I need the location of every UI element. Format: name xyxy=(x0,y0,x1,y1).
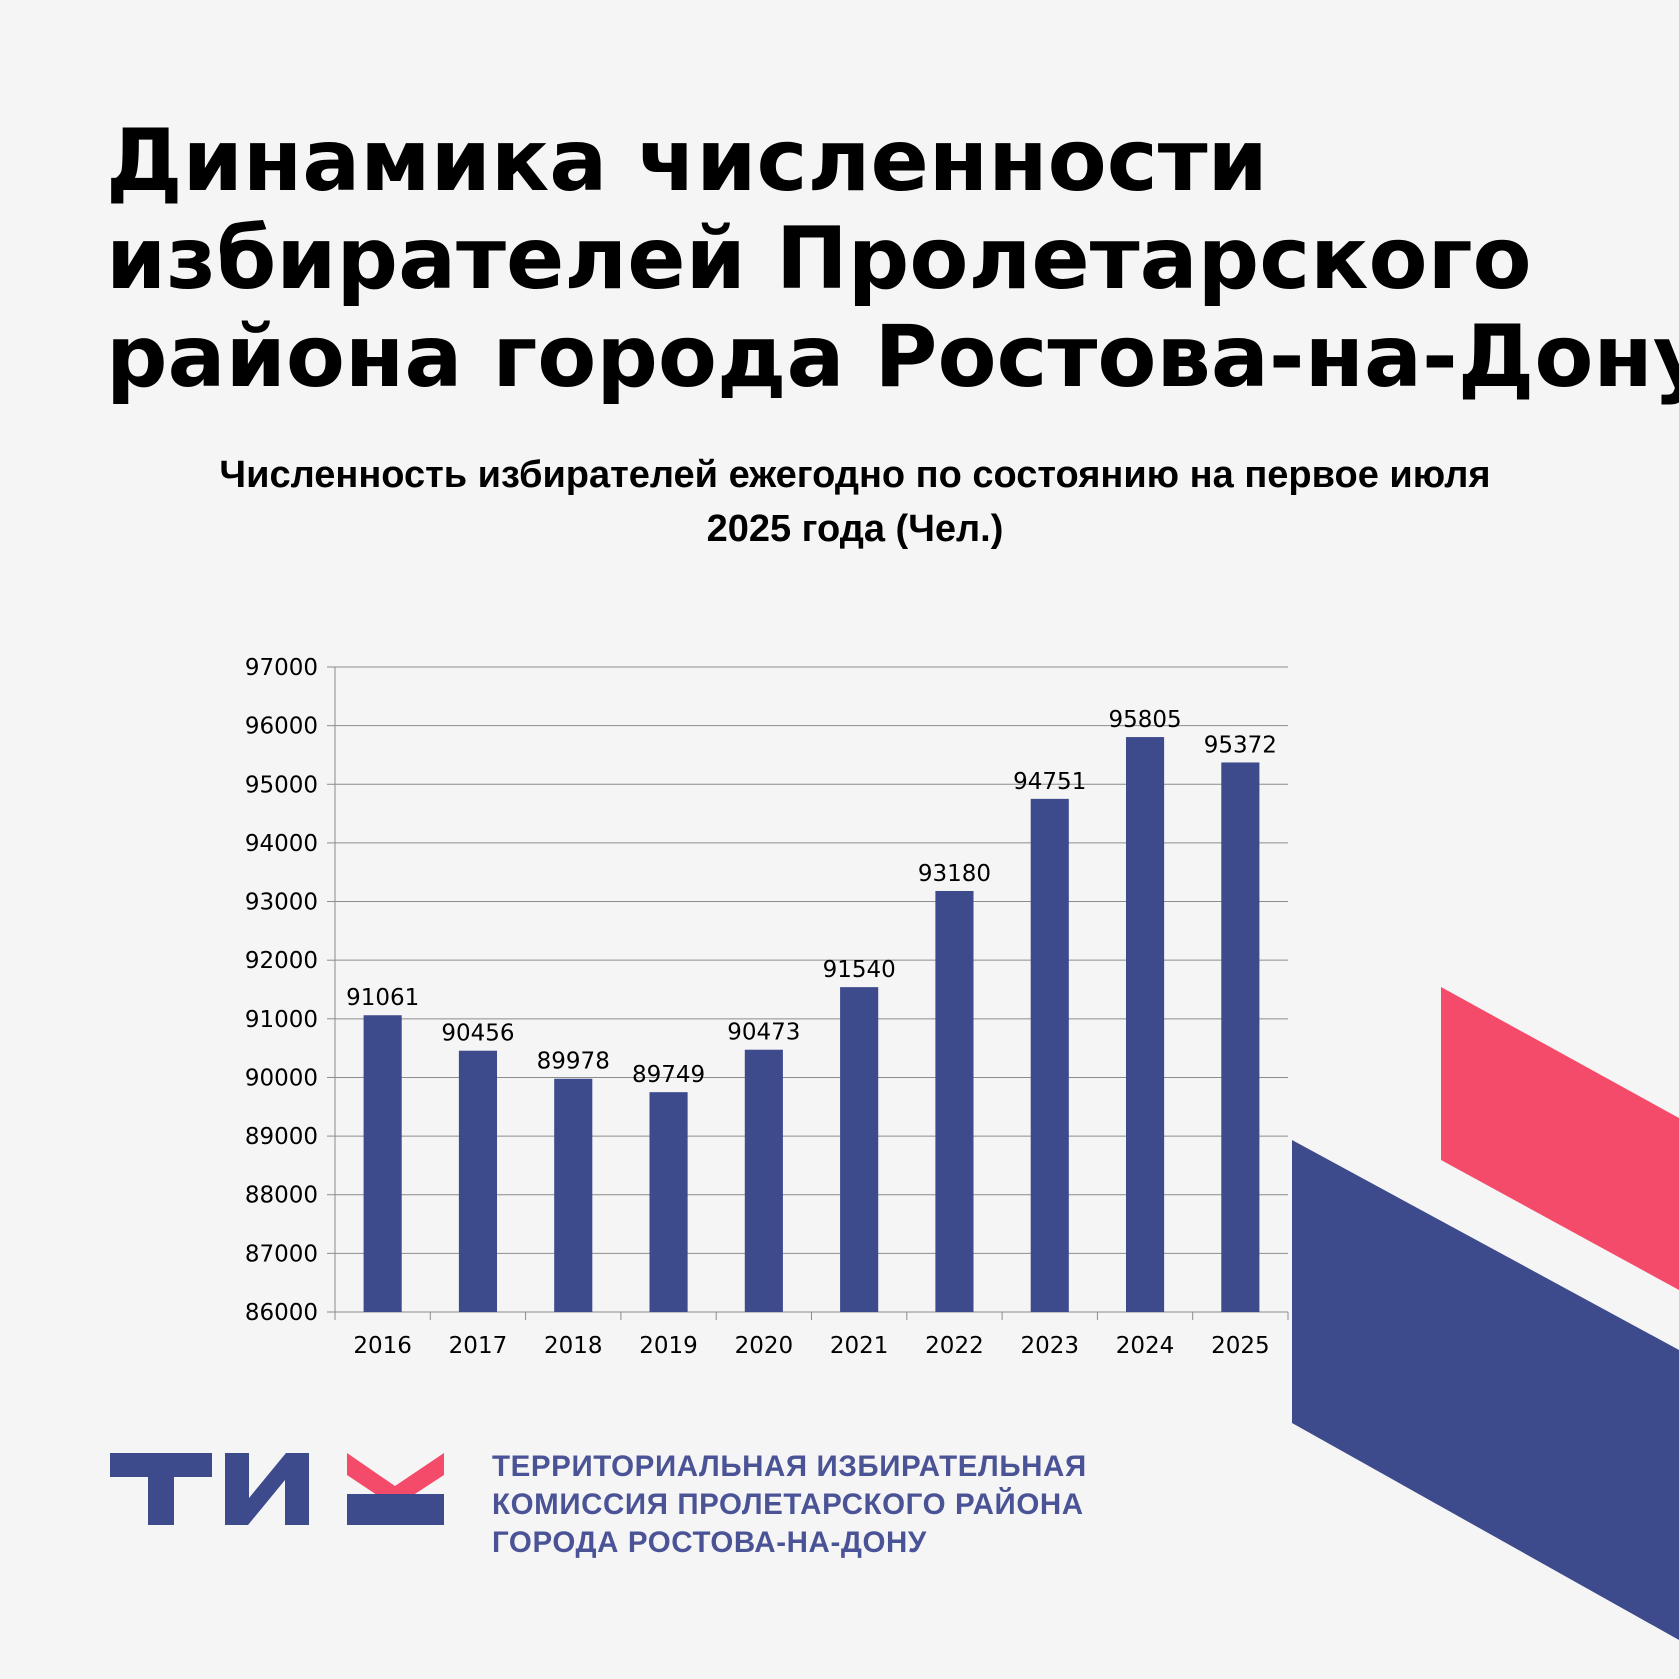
bar xyxy=(935,890,974,1312)
x-tick-label: 2016 xyxy=(353,1333,412,1359)
data-label: 90473 xyxy=(727,1020,800,1046)
bar xyxy=(1221,762,1260,1312)
data-label: 93180 xyxy=(918,861,991,887)
tik-logo xyxy=(110,1453,444,1525)
bar xyxy=(363,1015,402,1312)
y-tick-label: 92000 xyxy=(245,948,318,974)
org-name-line-1: ТЕРРИТОРИАЛЬНАЯ ИЗБИРАТЕЛЬНАЯ xyxy=(492,1450,1087,1483)
blue-stripe xyxy=(1292,1140,1679,1640)
x-tick-label: 2019 xyxy=(639,1333,698,1359)
y-tick-label: 97000 xyxy=(245,655,318,681)
org-name-line-3: ГОРОДА РОСТОВА-НА-ДОНУ xyxy=(492,1526,927,1559)
page-title-line-2: избирателей Пролетарского xyxy=(106,209,1532,309)
data-label: 95372 xyxy=(1204,732,1277,758)
page-title: Динамика численности избирателей Пролета… xyxy=(106,111,1679,407)
x-tick-label: 2022 xyxy=(925,1333,984,1359)
data-label: 91540 xyxy=(823,957,896,983)
y-tick-label: 89000 xyxy=(245,1124,318,1150)
data-label: 95805 xyxy=(1108,707,1181,733)
bar xyxy=(554,1078,593,1312)
y-tick-label: 96000 xyxy=(245,714,318,740)
data-label: 89749 xyxy=(632,1062,705,1088)
x-tick-label: 2023 xyxy=(1020,1333,1079,1359)
bar xyxy=(1125,737,1165,1312)
logo-letter-i xyxy=(225,1453,309,1525)
page-title-line-1: Динамика численности xyxy=(106,111,1268,211)
bar xyxy=(1030,798,1069,1312)
y-tick-label: 95000 xyxy=(245,772,318,798)
bar xyxy=(458,1050,498,1312)
y-tick-label: 93000 xyxy=(245,890,318,916)
data-label: 90456 xyxy=(441,1021,514,1047)
y-tick-label: 91000 xyxy=(245,1007,318,1033)
org-name: ТЕРРИТОРИАЛЬНАЯ ИЗБИРАТЕЛЬНАЯ КОМИССИЯ П… xyxy=(492,1448,1087,1562)
y-tick-label: 90000 xyxy=(245,1065,318,1091)
y-tick-label: 94000 xyxy=(245,831,318,857)
chart-title: Численность избирателей ежегодно по сост… xyxy=(90,448,1620,556)
logo-letter-t-stem xyxy=(148,1453,174,1525)
pink-stripe xyxy=(1441,987,1679,1290)
x-tick-label: 2020 xyxy=(735,1333,794,1359)
x-tick-label: 2024 xyxy=(1116,1333,1175,1359)
chart-title-line-1: Численность избирателей ежегодно по сост… xyxy=(219,454,1491,496)
y-tick-label: 86000 xyxy=(245,1300,318,1326)
data-label: 91061 xyxy=(346,985,419,1011)
chart-title-line-2: 2025 года (Чел.) xyxy=(706,508,1004,550)
bar xyxy=(840,987,879,1312)
x-tick-label: 2017 xyxy=(449,1333,508,1359)
data-label: 89978 xyxy=(537,1049,610,1075)
org-name-line-2: КОМИССИЯ ПРОЛЕТАРСКОГО РАЙОНА xyxy=(492,1488,1084,1521)
bar xyxy=(649,1092,688,1312)
y-tick-label: 88000 xyxy=(245,1183,318,1209)
x-tick-label: 2021 xyxy=(830,1333,889,1359)
x-tick-label: 2018 xyxy=(544,1333,603,1359)
page-title-line-3: района города Ростова-на-Дону xyxy=(106,307,1679,407)
bar xyxy=(744,1049,783,1312)
x-tick-label: 2025 xyxy=(1211,1333,1270,1359)
y-tick-label: 87000 xyxy=(245,1241,318,1267)
logo-bottom-bar xyxy=(347,1494,444,1525)
data-label: 94751 xyxy=(1013,769,1086,795)
